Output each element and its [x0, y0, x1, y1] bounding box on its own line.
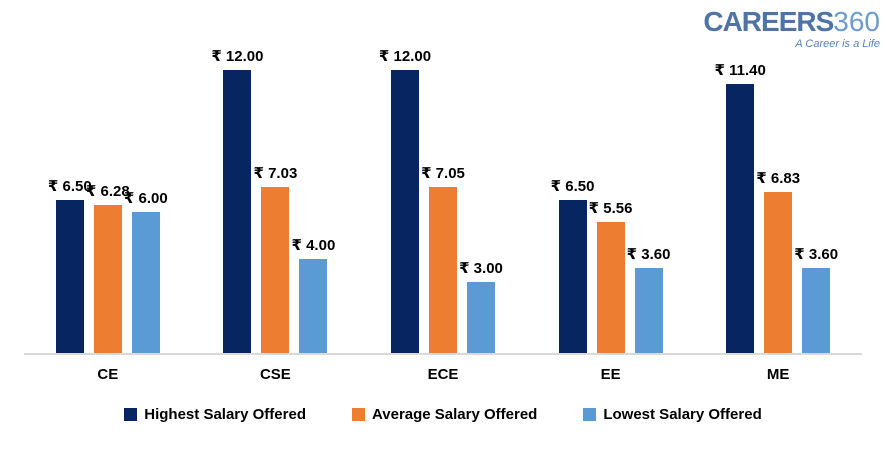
legend: Highest Salary Offered Average Salary Of… — [0, 406, 886, 423]
bar-average-salary-offered-me: ₹ 6.83 — [756, 170, 800, 353]
bar-lowest-salary-offered-me: ₹ 3.60 — [794, 246, 838, 353]
legend-swatch-highest — [124, 408, 138, 421]
bar-cluster: ₹ 12.00 ₹ 7.05 ₹ 3.00 — [379, 48, 503, 353]
bar-value-label: ₹ 6.28 — [85, 182, 130, 200]
legend-swatch-average — [351, 408, 365, 421]
bar-average-salary-offered-ce: ₹ 6.28 — [86, 183, 130, 353]
bar-group-ce: ₹ 6.50 ₹ 6.28 ₹ 6.00 — [24, 70, 192, 353]
bar-value-label: ₹ 6.00 — [123, 189, 168, 207]
bar-value-label: ₹ 12.00 — [211, 48, 264, 65]
category-label-ece: ECE — [427, 366, 459, 383]
legend-item-average: Average Salary Offered — [351, 406, 538, 423]
bar-value-label: ₹ 7.03 — [253, 165, 298, 183]
logo-brand-text: CAREERS — [703, 6, 834, 37]
bar-highest-salary-offered-ee: ₹ 6.50 — [551, 178, 594, 353]
category-axis: CE CSE ECE EE ME — [24, 366, 862, 383]
bar-highest-salary-offered-ece: ₹ 12.00 — [379, 48, 431, 353]
legend-label-highest: Highest Salary Offered — [144, 406, 306, 423]
bar-value-label: ₹ 3.60 — [794, 246, 839, 264]
logo-tagline: A Career is a Life — [795, 38, 880, 50]
bar-value-label: ₹ 6.83 — [756, 169, 801, 187]
plot-area: ₹ 6.50 ₹ 6.28 ₹ 6.00 ₹ 12.00 ₹ 7.03 ₹ 4.00 ₹ 1… — [24, 48, 862, 353]
bar-group-ece: ₹ 12.00 ₹ 7.05 ₹ 3.00 — [359, 48, 527, 353]
bar-lowest-salary-offered-ece: ₹ 3.00 — [459, 260, 503, 353]
bar-average-salary-offered-ece: ₹ 7.05 — [421, 165, 465, 353]
careers360-logo: CAREERS360 A Career is a Life — [703, 8, 880, 50]
bar-value-label: ₹ 7.05 — [421, 164, 465, 182]
legend-item-lowest: Lowest Salary Offered — [583, 406, 762, 423]
bar-cluster: ₹ 6.50 ₹ 5.56 ₹ 3.60 — [551, 178, 670, 353]
bar-highest-salary-offered-cse: ₹ 12.00 — [211, 48, 263, 353]
legend-swatch-lowest — [583, 408, 597, 421]
bar-value-label: ₹ 3.60 — [626, 246, 671, 264]
category-label-me: ME — [766, 366, 790, 383]
category-label-ce: CE — [97, 366, 119, 383]
legend-item-highest: Highest Salary Offered — [124, 406, 306, 423]
bar-lowest-salary-offered-cse: ₹ 4.00 — [291, 237, 335, 353]
bar-value-label: ₹ 6.50 — [47, 177, 92, 195]
bar-value-label: ₹ 5.56 — [588, 199, 633, 217]
bar-value-label: ₹ 4.00 — [291, 236, 336, 254]
bar-group-me: ₹ 11.40 ₹ 6.83 ₹ 3.60 — [694, 62, 862, 353]
bar-cluster: ₹ 11.40 ₹ 6.83 ₹ 3.60 — [715, 62, 838, 353]
bar-highest-salary-offered-me: ₹ 11.40 — [715, 62, 766, 353]
bar-lowest-salary-offered-ee: ₹ 3.60 — [627, 246, 670, 353]
bar-average-salary-offered-ee: ₹ 5.56 — [589, 200, 632, 353]
bar-group-ee: ₹ 6.50 ₹ 5.56 ₹ 3.60 — [527, 70, 695, 353]
bar-cluster: ₹ 6.50 ₹ 6.28 ₹ 6.00 — [48, 178, 168, 353]
x-axis-line — [24, 353, 862, 355]
bar-lowest-salary-offered-ce: ₹ 6.00 — [124, 190, 168, 353]
bar-value-label: ₹ 6.50 — [550, 177, 595, 195]
legend-label-lowest: Lowest Salary Offered — [603, 406, 762, 423]
logo-suffix-text: 360 — [833, 6, 880, 37]
category-label-cse: CSE — [259, 366, 291, 383]
bar-cluster: ₹ 12.00 ₹ 7.03 ₹ 4.00 — [211, 48, 335, 353]
bar-group-cse: ₹ 12.00 ₹ 7.03 ₹ 4.00 — [192, 48, 360, 353]
bar-highest-salary-offered-ce: ₹ 6.50 — [48, 178, 92, 353]
bar-value-label: ₹ 11.40 — [714, 62, 766, 80]
careers360-logo-wordmark: CAREERS360 — [703, 8, 880, 36]
category-label-ee: EE — [600, 366, 621, 383]
bar-average-salary-offered-cse: ₹ 7.03 — [253, 165, 297, 353]
bar-value-label: ₹ 3.00 — [459, 260, 503, 278]
bar-value-label: ₹ 12.00 — [378, 48, 432, 65]
legend-label-average: Average Salary Offered — [371, 406, 538, 423]
